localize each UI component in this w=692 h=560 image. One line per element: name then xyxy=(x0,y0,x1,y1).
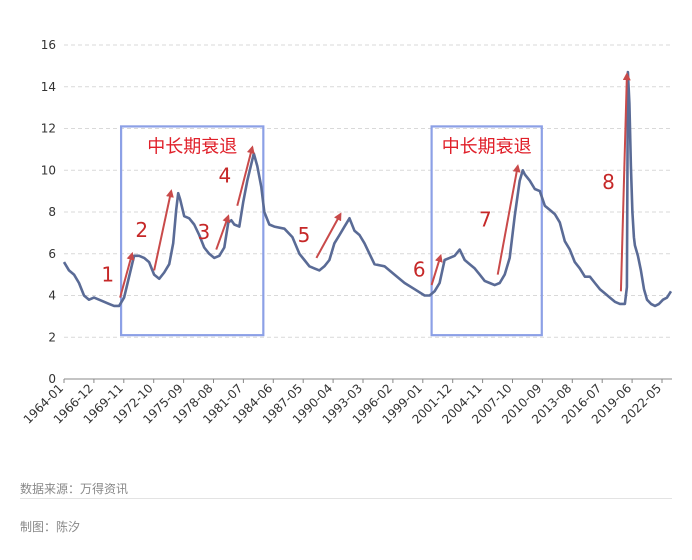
data-source-note: 数据来源：万得资讯 xyxy=(20,482,129,496)
growth-arrow xyxy=(496,164,521,275)
growth-arrow xyxy=(153,189,174,271)
y-tick-label: 4 xyxy=(48,289,56,303)
y-tick-label: 0 xyxy=(48,372,56,386)
recession-box xyxy=(119,125,265,337)
recession-boxes: 中长期衰退 中长期衰退 xyxy=(119,125,543,337)
arrow-number-label: 7 xyxy=(479,207,492,231)
growth-arrow xyxy=(215,214,231,250)
growth-arrow xyxy=(119,251,135,298)
x-axis: 1964-011966-121969-111972-101975-091978-… xyxy=(21,378,672,427)
recession-box-label: 中长期衰退 xyxy=(442,136,532,157)
y-tick-label: 16 xyxy=(41,38,56,52)
y-tick-label: 12 xyxy=(41,122,56,136)
y-tick-label: 14 xyxy=(41,80,56,94)
arrow-number-label: 3 xyxy=(198,220,211,244)
arrow-number-label: 6 xyxy=(413,257,426,281)
y-tick-label: 2 xyxy=(48,330,56,344)
footer-divider xyxy=(20,498,672,499)
arrow-number-label: 2 xyxy=(135,218,148,242)
growth-arrow xyxy=(619,72,631,292)
gridlines xyxy=(64,44,672,338)
arrow-number-label: 4 xyxy=(219,164,232,188)
growth-arrow xyxy=(315,212,342,259)
recession-box xyxy=(430,125,543,337)
series-line xyxy=(62,70,673,308)
y-tick-label: 6 xyxy=(48,247,56,261)
recession-box-label: 中长期衰退 xyxy=(147,136,237,157)
chart-author-note: 制图：陈汐 xyxy=(20,520,81,534)
arrow-number-label: 8 xyxy=(602,170,615,194)
y-tick-label: 8 xyxy=(48,205,56,219)
growth-annotations: 12 3 4 5 6 7 8 xyxy=(101,72,631,298)
arrow-number-label: 1 xyxy=(101,263,114,287)
growth-arrow xyxy=(430,253,443,286)
series-lines xyxy=(62,70,673,308)
y-axis: 0 2 4 6 8 10 12 14 16 xyxy=(41,38,56,386)
growth-arrow xyxy=(236,145,255,206)
y-tick-label: 10 xyxy=(41,163,56,177)
arrow-number-label: 5 xyxy=(298,223,311,247)
